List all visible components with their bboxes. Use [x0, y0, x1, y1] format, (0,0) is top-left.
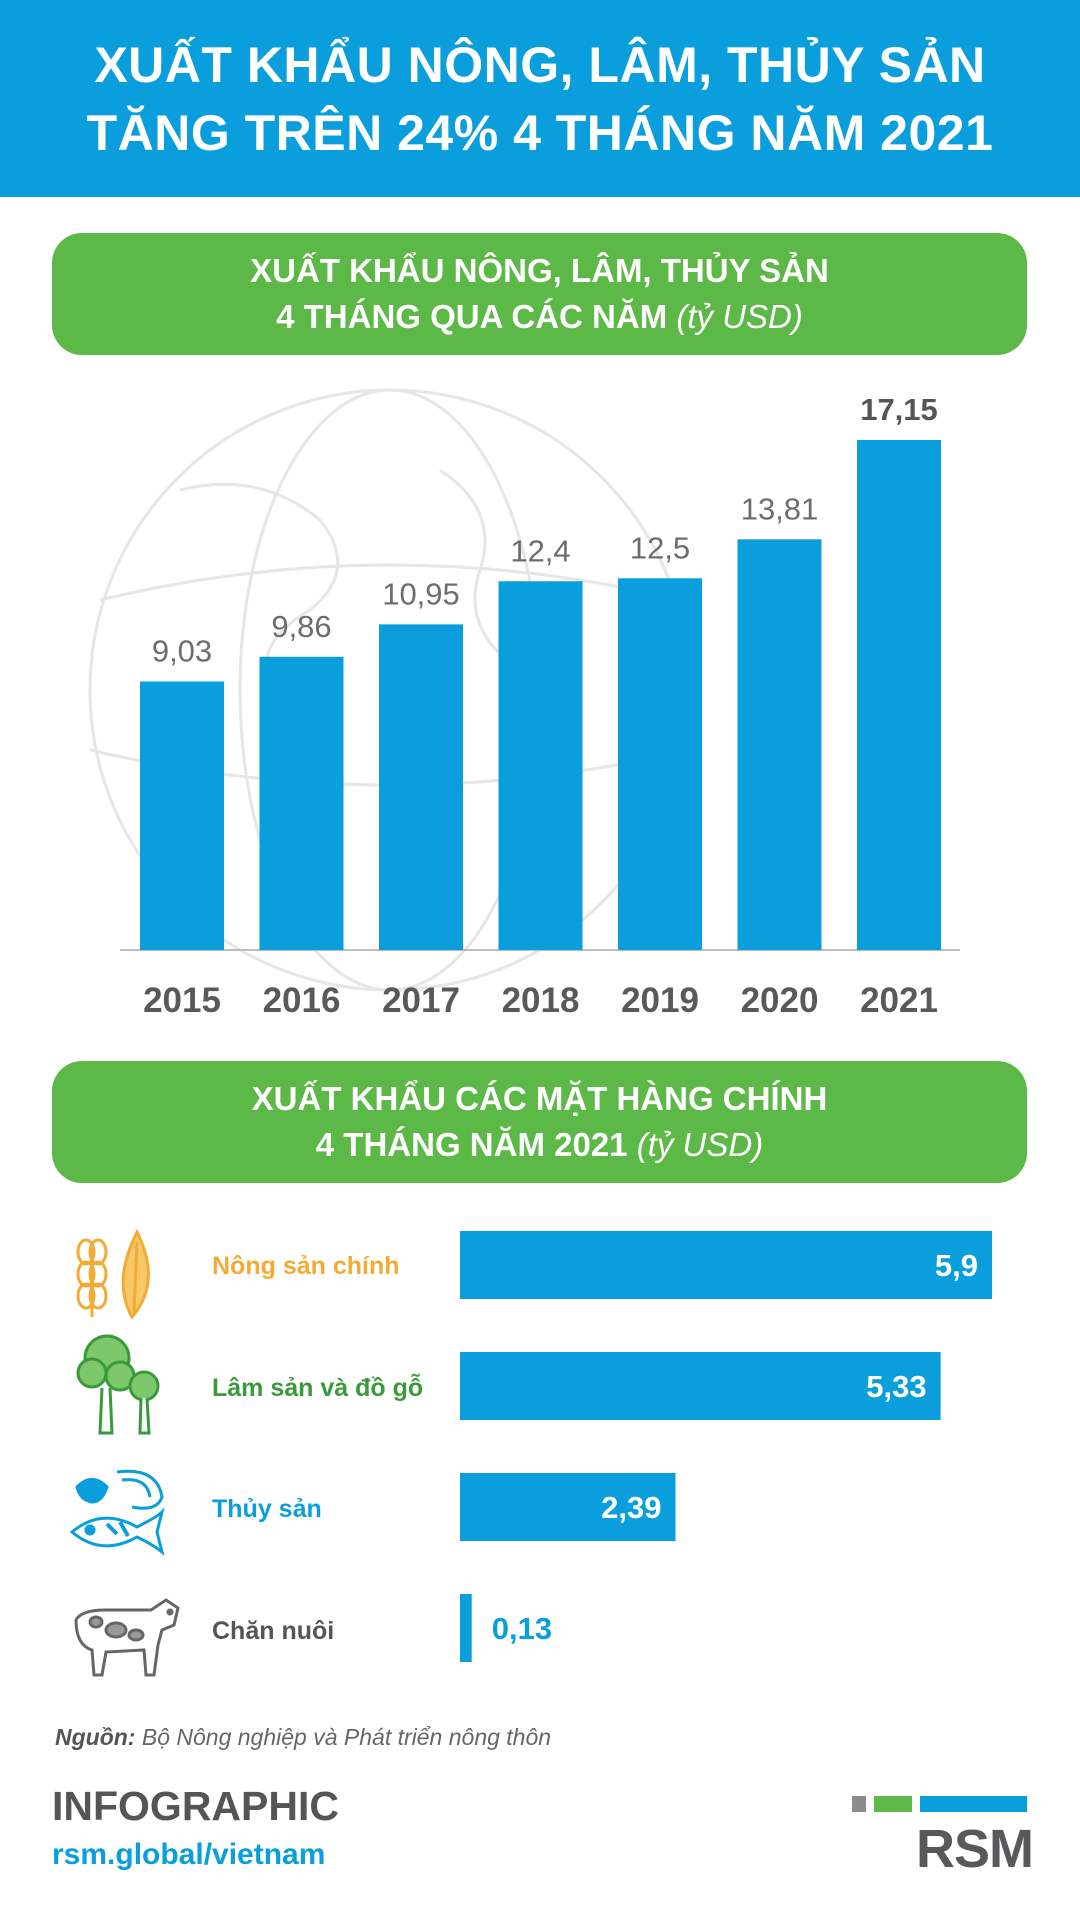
infographic-label: INFOGRAPHIC [52, 1783, 339, 1829]
x-tick-label-2021: 2021 [860, 981, 938, 1020]
category-label-chan-nuoi: Chăn nuôi [212, 1617, 335, 1645]
yearly-export-chart: 9,03 2015 9,86 2016 10,95 2017 12,4 2018 12,5 201… [120, 392, 960, 1020]
value-label-2020: 13,81 [741, 491, 819, 526]
bar-seafood [460, 1473, 676, 1541]
source-note: Nguồn: Bộ Nông nghiệp và Phát triển nông… [55, 1724, 551, 1751]
bar-2021 [857, 440, 941, 950]
x-tick-label-2017: 2017 [382, 981, 460, 1020]
section2-title-line2: 4 THÁNG NĂM 2021 (tỷ USD) [316, 1122, 763, 1168]
bar-2017 [379, 624, 463, 950]
x-tick-label-2016: 2016 [263, 981, 341, 1020]
bar-2019 [618, 578, 702, 950]
section1-title-line1: XUẤT KHẨU NÔNG, LÂM, THỦY SẢN [250, 252, 829, 289]
value-label-wheat: 5,9 [935, 1248, 978, 1283]
value-label-2016: 9,86 [271, 609, 331, 644]
cow-icon [74, 1598, 180, 1677]
x-tick-label-2020: 2020 [741, 981, 819, 1020]
bar-cow [460, 1594, 472, 1662]
bar-tree [460, 1352, 941, 1420]
bar-2016 [259, 656, 344, 950]
tree-icon [76, 1334, 160, 1435]
section2-unit: (tỷ USD) [636, 1126, 764, 1163]
value-label-cow: 0,13 [492, 1611, 552, 1646]
bar-wheat [460, 1231, 992, 1299]
bar-2020 [737, 539, 822, 950]
category-label-nong-san: Nông sản chính [212, 1252, 400, 1280]
page-title-line2: TĂNG TRÊN 24% 4 THÁNG NĂM 2021 [86, 104, 994, 161]
value-label-seafood: 2,39 [601, 1490, 661, 1525]
source-label: Nguồn: [55, 1724, 136, 1750]
wheat-icon [76, 1228, 150, 1320]
value-label-2015: 9,03 [152, 633, 212, 668]
section2-heading: XUẤT KHẨU CÁC MẶT HÀNG CHÍNH 4 THÁNG NĂM… [52, 1061, 1027, 1183]
section1-heading: XUẤT KHẨU NÔNG, LÂM, THỦY SẢN 4 THÁNG QU… [52, 233, 1027, 355]
value-label-2017: 10,95 [382, 576, 460, 611]
section2-title-line1: XUẤT KHẨU CÁC MẶT HÀNG CHÍNH [251, 1080, 828, 1117]
bar-2015 [140, 681, 224, 950]
value-label-tree: 5,33 [866, 1369, 926, 1404]
category-label-lam-san: Lâm sản và đồ gỗ [212, 1374, 424, 1402]
page-header: XUẤT KHẨU NÔNG, LÂM, THỦY SẢN TĂNG TRÊN … [0, 0, 1080, 197]
page-title-line1: XUẤT KHẨU NÔNG, LÂM, THỦY SẢN [94, 36, 986, 93]
section1-unit: (tỷ USD) [676, 298, 803, 335]
value-label-2019: 12,5 [630, 530, 690, 565]
value-label-2018: 12,4 [510, 533, 570, 568]
commodity-export-chart: 5,9 5,33 2,39 0,13 [460, 1231, 992, 1662]
source-text: Bộ Nông nghiệp và Phát triển nông thôn [141, 1724, 552, 1750]
category-label-thuy-san: Thủy sản [212, 1495, 322, 1523]
section1-title-text: 4 THÁNG QUA CÁC NĂM [276, 298, 668, 335]
x-tick-label-2015: 2015 [143, 981, 221, 1020]
seafood-icon [69, 1469, 165, 1556]
brand-url-link[interactable]: rsm.global/vietnam [52, 1838, 326, 1871]
rsm-logo: RSM [916, 1819, 1034, 1879]
bar-2018 [498, 581, 583, 950]
x-tick-label-2019: 2019 [621, 981, 699, 1020]
value-label-2021: 17,15 [860, 392, 938, 427]
x-tick-label-2018: 2018 [502, 981, 580, 1020]
rsm-logo-bars-icon [852, 1796, 1027, 1812]
section1-title-line2: 4 THÁNG QUA CÁC NĂM (tỷ USD) [276, 294, 803, 340]
section2-title-text: 4 THÁNG NĂM 2021 [315, 1126, 628, 1163]
